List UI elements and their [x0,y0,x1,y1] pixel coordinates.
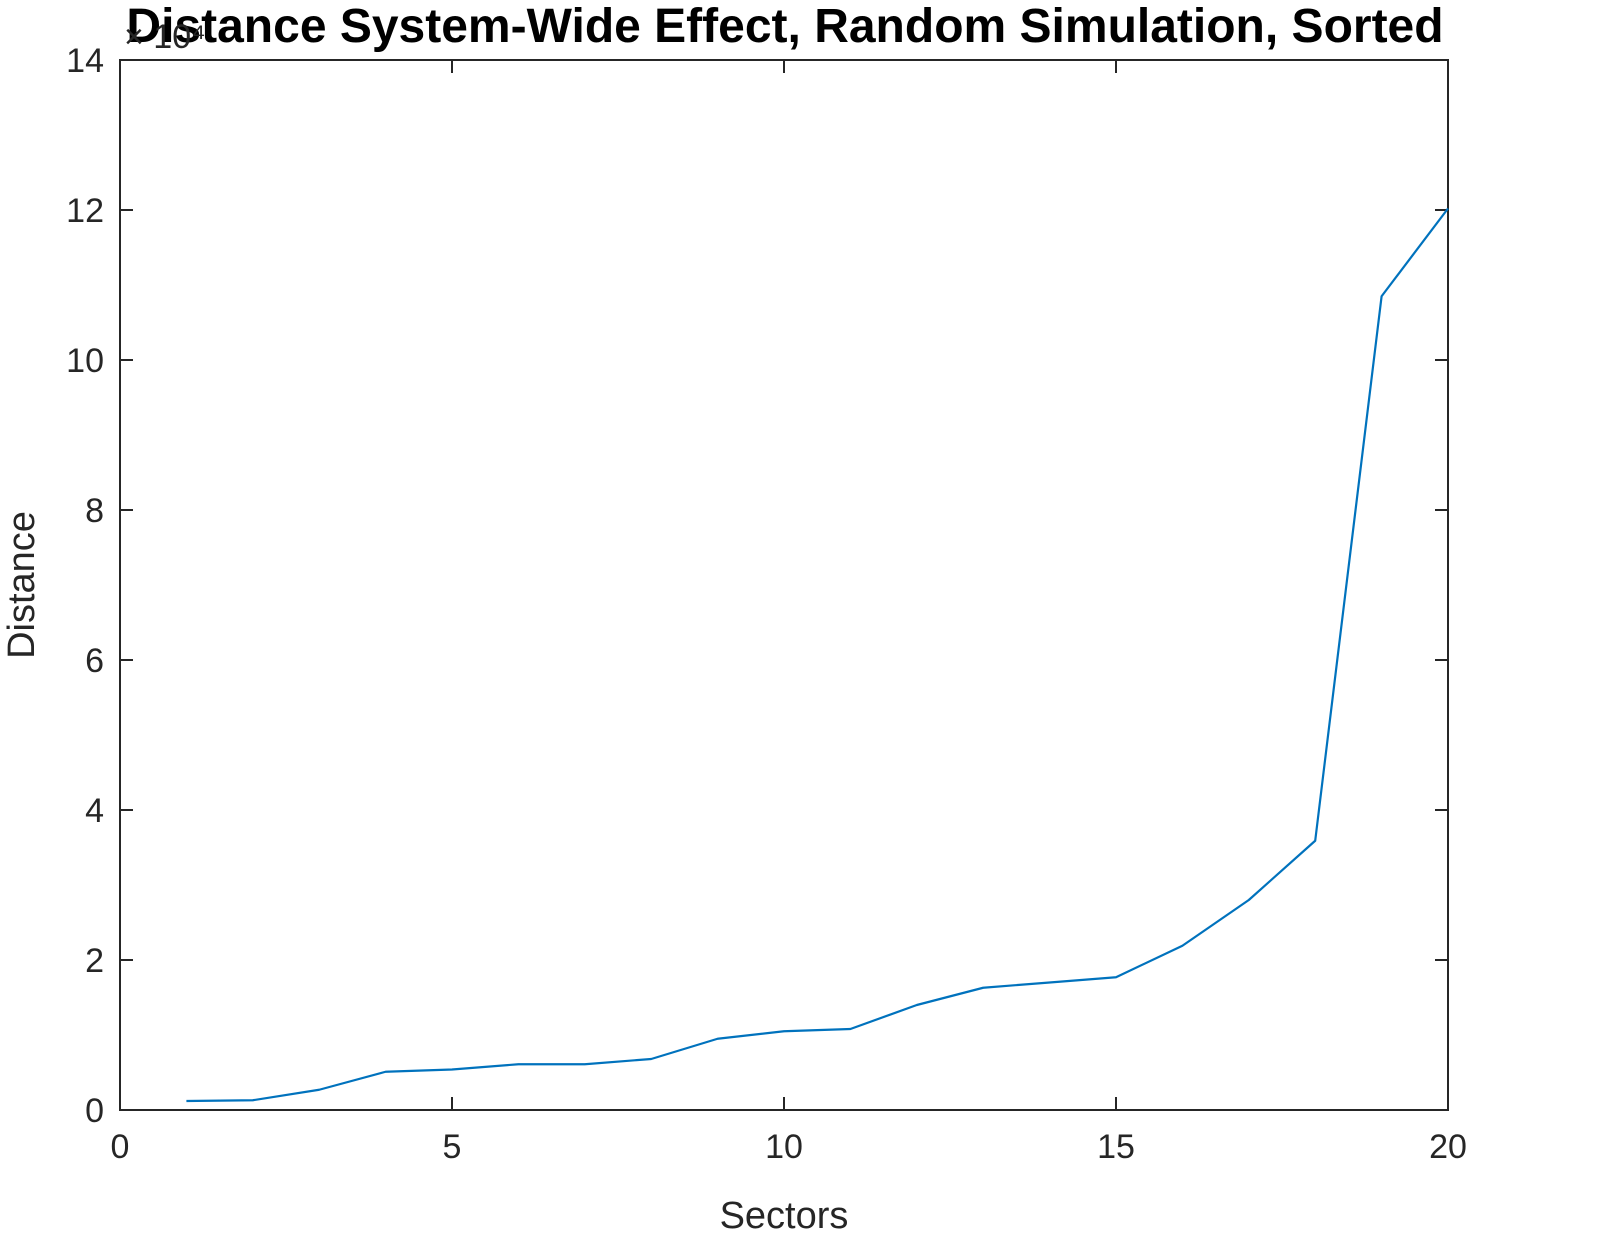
y-axis-label: Distance [1,511,43,659]
y-tick-label: 0 [85,1092,104,1130]
chart-title: Distance System-Wide Effect, Random Simu… [126,0,1443,53]
y-tick-label: 12 [66,192,104,230]
x-tick-label: 15 [1097,1128,1135,1166]
x-axis: 0 5 10 15 20 [111,60,1467,1166]
y-tick-label: 6 [85,642,104,680]
series-line [186,207,1449,1103]
x-tick-label: 10 [765,1128,803,1166]
plot-area [119,59,1449,1111]
x-tick-label: 20 [1429,1128,1467,1166]
series-layer [186,207,1449,1103]
y-tick-label: 10 [66,342,104,380]
y-tick-label: 14 [66,42,104,80]
y-axis: 0 2 4 6 8 10 12 14 [66,42,1448,1130]
y-tick-label: 2 [85,942,104,980]
y-tick-label: 8 [85,492,104,530]
x-tick-label: 5 [443,1128,462,1166]
x-tick-label: 0 [111,1128,130,1166]
x-axis-label: Sectors [720,1195,849,1237]
y-exponent-label: × 10⁴ [124,18,206,56]
y-tick-label: 4 [85,792,104,830]
